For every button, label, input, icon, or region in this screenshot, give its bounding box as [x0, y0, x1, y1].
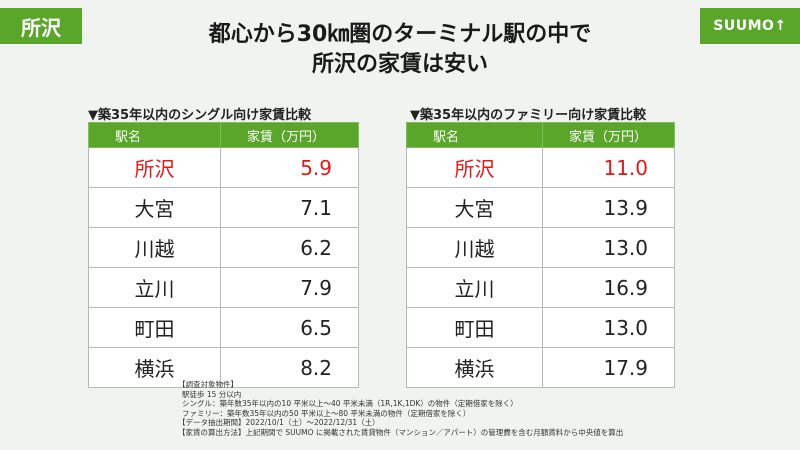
table-row: 立川 7.9	[88, 267, 359, 308]
single-rent-table: 駅名 家賃（万円） 所沢 5.9 大宮 7.1 川越 6.2 立川 7.9 町田…	[88, 122, 359, 388]
location-tag: 所沢	[0, 8, 82, 44]
suumo-logo: SUUMO↑	[700, 8, 800, 44]
note-line: 駅徒歩 15 分以内	[182, 389, 242, 399]
survey-notes: 【調査対象物件】 駅徒歩 15 分以内 シングル：築年数35年以内の10 平米以…	[178, 380, 623, 437]
table-row: 大宮 7.1	[88, 187, 359, 228]
title-line-1: 都心から30㎞圏のターミナル駅の中で	[208, 22, 592, 47]
title-line-2: 所沢の家賃は安い	[311, 52, 488, 77]
table-row: 所沢 5.9	[88, 147, 359, 188]
column-header-rent: 家賃（万円）	[220, 122, 359, 148]
note-line: 【調査対象物件】	[178, 380, 238, 389]
table-row: 川越 13.0	[406, 227, 675, 268]
rent-value: 6.2	[220, 227, 359, 268]
station-name: 川越	[88, 227, 221, 268]
table-row: 町田 6.5	[88, 307, 359, 348]
table-row: 横浜 17.9	[406, 347, 675, 388]
table-row: 横浜 8.2	[88, 347, 359, 388]
rent-value: 5.9	[220, 147, 359, 188]
rent-value: 13.0	[542, 307, 675, 348]
table-row: 立川 16.9	[406, 267, 675, 308]
note-line: 【家賃の算出方法】上記期間で SUUMO に掲載された賃貸物件（マンション／アパ…	[178, 427, 624, 437]
rent-value: 11.0	[542, 147, 675, 188]
column-header-station: 駅名	[406, 122, 543, 148]
station-name: 大宮	[406, 187, 543, 228]
station-name: 町田	[406, 307, 543, 348]
family-rent-table: 駅名 家賃（万円） 所沢 11.0 大宮 13.9 川越 13.0 立川 16.…	[406, 122, 675, 388]
station-name: 立川	[406, 267, 543, 308]
table-row: 所沢 11.0	[406, 147, 675, 188]
table-row: 町田 13.0	[406, 307, 675, 348]
rent-value: 13.9	[542, 187, 675, 228]
table-header-row: 駅名 家賃（万円）	[406, 122, 675, 148]
table-row: 大宮 13.9	[406, 187, 675, 228]
column-header-rent: 家賃（万円）	[542, 122, 675, 148]
station-name: 所沢	[406, 147, 543, 188]
rent-value: 13.0	[542, 227, 675, 268]
table-row: 川越 6.2	[88, 227, 359, 268]
note-line: 【データ抽出期間】2022/10/1（土）～2022/12/31（土）	[178, 418, 380, 427]
single-table-title: ▼築35年以内のシングル向け家賃比較	[88, 108, 312, 123]
rent-value: 17.9	[542, 347, 675, 388]
rent-value: 16.9	[542, 267, 675, 308]
note-line: シングル：築年数35年以内の10 平米以上～40 平米未満（1R,1K,1DK）…	[182, 399, 518, 408]
rent-value: 7.1	[220, 187, 359, 228]
rent-value: 6.5	[220, 307, 359, 348]
station-name: 所沢	[88, 147, 221, 188]
family-table-title: ▼築35年以内のファミリー向け家賃比較	[410, 108, 647, 123]
rent-value: 8.2	[220, 347, 359, 388]
rent-value: 7.9	[220, 267, 359, 308]
column-header-station: 駅名	[88, 122, 221, 148]
station-name: 大宮	[88, 187, 221, 228]
station-name: 川越	[406, 227, 543, 268]
station-name: 立川	[88, 267, 221, 308]
slide-title: 都心から30㎞圏のターミナル駅の中で 所沢の家賃は安い	[0, 20, 800, 80]
station-name: 町田	[88, 307, 221, 348]
station-name: 横浜	[406, 347, 543, 388]
note-line: ファミリー：築年数35年以内の50 平米以上～80 平米未満の物件（定期借家を除…	[182, 408, 471, 418]
table-header-row: 駅名 家賃（万円）	[88, 122, 359, 148]
